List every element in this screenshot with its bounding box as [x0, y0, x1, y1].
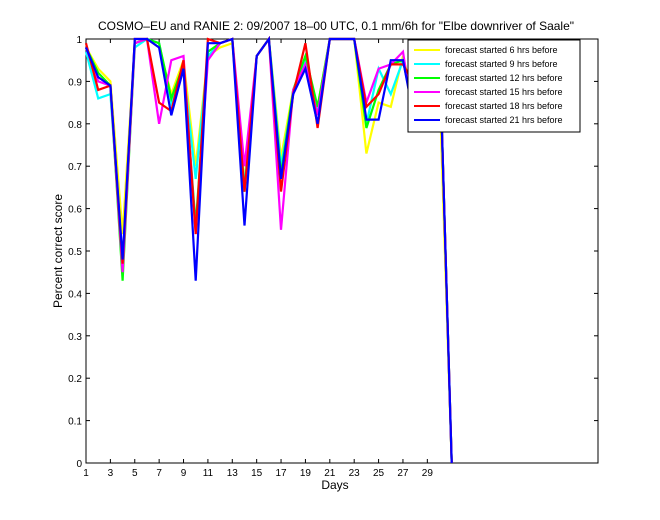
y-tick-label: 0.9: [68, 77, 82, 88]
x-tick-label: 23: [349, 468, 361, 479]
y-tick-label: 0: [76, 459, 82, 470]
x-tick-label: 11: [203, 468, 214, 479]
x-tick-label: 9: [181, 468, 187, 479]
x-tick-label: 21: [324, 468, 336, 479]
y-tick-label: 0.3: [68, 332, 82, 343]
legend-label: forecast started 9 hrs before: [445, 59, 558, 69]
y-tick-label: 1: [76, 35, 82, 46]
x-tick-label: 19: [300, 468, 312, 479]
x-tick-label: 27: [397, 468, 409, 479]
series-line: [84, 35, 453, 464]
legend-label: forecast started 12 hrs before: [445, 73, 563, 83]
x-tick-label: 3: [108, 468, 114, 479]
legend-label: forecast started 18 hrs before: [445, 101, 563, 111]
y-tick-label: 0.4: [68, 289, 82, 300]
y-tick-label: 0.7: [68, 162, 82, 173]
series-line: [84, 35, 453, 464]
y-tick-label: 0.6: [68, 205, 82, 216]
series-line: [85, 35, 453, 464]
x-tick-label: 1: [83, 468, 89, 479]
legend: forecast started 6 hrs before forecast st…: [407, 39, 581, 133]
chart-title: COSMO–EU and RANIE 2: 09/2007 18–00 UTC,…: [98, 19, 574, 33]
y-tick-label: 0.8: [68, 120, 82, 131]
y-tick-label: 0.1: [68, 417, 82, 428]
legend-label: forecast started 21 hrs before: [445, 115, 563, 125]
legend-box: [407, 39, 581, 133]
x-tick-label: 29: [422, 468, 434, 479]
y-axis-title: Percent correct score: [51, 194, 65, 308]
series-line: [84, 35, 453, 464]
plot-area: 1 3 5 7 9 11 13 15 17 19 21 23 25 27 2900.10.20.30.40.…: [68, 35, 599, 479]
series-line: [84, 35, 453, 464]
x-axis-title: Days: [321, 478, 348, 492]
y-tick-label: 0.2: [68, 374, 82, 385]
x-tick-label: 7: [156, 468, 162, 479]
x-tick-label: 17: [275, 468, 287, 479]
x-tick-label: 25: [373, 468, 385, 479]
series-line: [85, 35, 453, 464]
legend-label: forecast started 15 hrs before: [445, 87, 563, 97]
y-tick-label: 0.5: [68, 247, 82, 258]
x-tick-label: 15: [251, 468, 263, 479]
x-tick-label: 5: [132, 468, 138, 479]
legend-label: forecast started 6 hrs before: [445, 45, 558, 55]
x-tick-label: 13: [227, 468, 239, 479]
